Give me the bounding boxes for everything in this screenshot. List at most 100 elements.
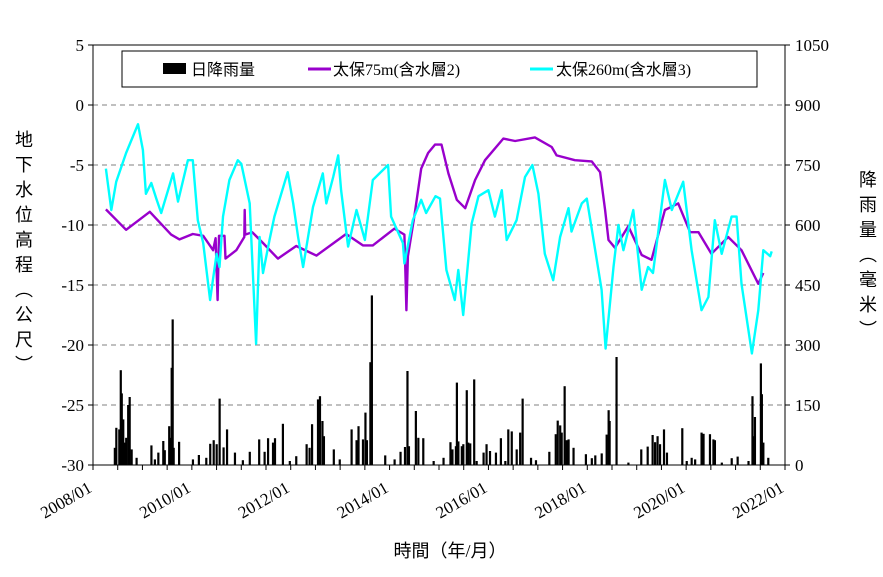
rainfall-bar	[751, 396, 754, 465]
rainfall-bar	[455, 382, 458, 465]
rainfall-bar	[288, 461, 291, 465]
rainfall-bar	[310, 424, 314, 465]
legend-swatch-rain	[163, 63, 186, 74]
x-axis-title: 時間（年/月）	[393, 541, 506, 561]
x-tick-label: 2008/01	[37, 478, 95, 522]
rainfall-bar	[263, 451, 266, 465]
rainfall-bar	[651, 435, 654, 465]
y-left-tick-label: 0	[76, 96, 85, 115]
legend-box	[121, 50, 758, 88]
rainfall-bar	[460, 446, 463, 465]
rainfall-bar	[554, 434, 557, 465]
rainfall-bar	[702, 433, 705, 465]
rainfall-bar	[556, 420, 559, 465]
rainfall-bar	[125, 437, 128, 465]
water-level-lines	[104, 123, 773, 355]
rainfall-bar	[115, 427, 118, 465]
rainfall-bar	[510, 431, 513, 465]
rainfall-bar	[646, 446, 649, 465]
y-axis-right-title: 降雨量（毫米）	[856, 170, 877, 345]
rainfall-bar	[365, 440, 369, 465]
rainfall-bar	[157, 452, 160, 465]
rainfall-bar	[248, 451, 251, 465]
rainfall-bar	[172, 447, 175, 465]
y-right-tick-label: 750	[795, 156, 821, 175]
rainfall-bar	[127, 405, 130, 465]
y-right-tick-label: 450	[795, 276, 821, 295]
rainfall-bar	[730, 458, 733, 465]
rainfall-bar	[399, 451, 402, 465]
y-left-tick-label: -5	[70, 156, 84, 175]
y-left-tick-label: -10	[61, 216, 84, 235]
rainfall-bar	[662, 429, 666, 465]
rainfall-bar	[305, 444, 308, 465]
y-axis-left-title: 地下水位高程（公尺）	[12, 130, 33, 380]
rainfall-bar	[332, 449, 335, 465]
y-right-tick-label: 0	[795, 456, 804, 475]
rainfall-bar	[295, 456, 298, 465]
rainfall-bar	[407, 446, 411, 465]
rainfall-bar	[507, 429, 510, 465]
x-tick-label: 2012/01	[235, 478, 293, 522]
x-tick-label: 2022/01	[729, 478, 787, 522]
rainfall-bar	[171, 319, 174, 465]
rainfall-bar	[118, 429, 121, 465]
rainfall-bar	[600, 453, 603, 465]
rainfall-bar	[191, 459, 195, 465]
rainfall-bar	[465, 390, 468, 465]
rainfall-bar	[762, 442, 765, 465]
rainfall-bar	[322, 436, 326, 465]
rainfall-bar	[197, 455, 200, 465]
rainfall-bar	[414, 411, 417, 465]
water-level-line-260m	[104, 123, 773, 355]
rainfall-bar	[120, 393, 123, 465]
y-left-tick-label: -30	[61, 456, 84, 475]
gridlines	[93, 44, 785, 406]
rainfall-bar	[462, 444, 465, 465]
rainfall-bar	[384, 455, 387, 465]
rainfall-bar	[417, 437, 420, 465]
rainfall-bar	[685, 461, 688, 465]
rainfall-bar	[393, 459, 396, 465]
rainfall-bar	[357, 426, 360, 465]
rainfall-bar	[422, 438, 425, 465]
y-left-tick-label: 5	[76, 36, 85, 55]
rainfall-bar	[608, 421, 611, 465]
x-tick-label: 2016/01	[433, 478, 491, 522]
rainfall-bar	[442, 457, 445, 465]
rainfall-bar	[123, 442, 126, 465]
rainfall-bars	[113, 295, 770, 465]
y-right-tick-label: 150	[795, 396, 821, 415]
rainfall-bar	[485, 444, 488, 465]
y-right-tick-label: 1050	[795, 36, 829, 55]
rainfall-bar	[548, 451, 551, 465]
rainfall-bar	[361, 439, 365, 465]
rainfall-bar	[654, 442, 657, 465]
rainfall-bar	[681, 428, 684, 465]
rainfall-bar	[469, 443, 472, 465]
rainfall-bar	[475, 461, 478, 465]
x-tick-label: 2014/01	[334, 478, 392, 522]
rainfall-bar	[233, 452, 237, 465]
rainfall-bar	[266, 438, 270, 465]
rainfall-bar	[767, 457, 770, 465]
water-level-line-75m	[105, 136, 765, 312]
y-right-tick-label: 300	[795, 336, 821, 355]
rainfall-bar	[258, 439, 261, 465]
rainfall-bar	[205, 457, 208, 465]
rainfall-bar	[567, 439, 570, 465]
rainfall-bar	[563, 386, 566, 465]
rainfall-bar	[720, 462, 723, 465]
rainfall-bar	[457, 441, 460, 465]
rainfall-bar	[519, 432, 522, 465]
rainfall-bar	[153, 459, 156, 465]
rainfall-bar	[467, 442, 470, 465]
rainfall-bar	[169, 437, 172, 465]
rainfall-bar	[212, 440, 215, 465]
legend-label-w260: 太保260m(含水層3)	[556, 61, 691, 79]
rainfall-bar	[473, 379, 476, 465]
rainfall-bar	[271, 442, 275, 465]
x-tick-label: 2018/01	[532, 478, 590, 522]
legend: 日降雨量 太保75m(含水層2) 太保260m(含水層3)	[121, 50, 758, 88]
y-left-tick-label: -15	[61, 276, 84, 295]
